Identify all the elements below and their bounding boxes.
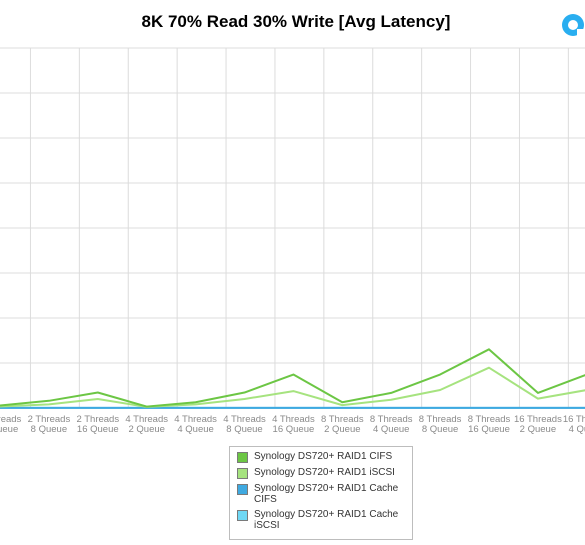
legend-label: Synology DS720+ RAID1 Cache iSCSI: [254, 509, 399, 531]
legend-item[interactable]: Synology DS720+ RAID1 Cache iSCSI: [234, 509, 408, 531]
series-lines: [0, 348, 585, 409]
legend-swatch: [237, 452, 248, 463]
x-tick-label: 8 Threads 16 Queue: [468, 414, 511, 435]
x-tick-label: 8 Threads 8 Queue: [419, 414, 462, 435]
legend: Synology DS720+ RAID1 CIFS Synology DS720…: [229, 446, 413, 540]
x-tick-label: 4 Threads 2 Queue: [125, 414, 168, 435]
x-tick-label: 16 Threads 2 Queue: [514, 414, 562, 435]
legend-swatch: [237, 510, 248, 521]
legend-label: Synology DS720+ RAID1 iSCSI: [254, 467, 395, 478]
x-tick-label: 8 Threads 2 Queue: [321, 414, 364, 435]
x-tick-label: 2 Threads 16 Queue: [76, 414, 119, 435]
logo-icon: [562, 14, 585, 37]
legend-item[interactable]: Synology DS720+ RAID1 iSCSI: [234, 467, 408, 479]
x-tick-label: 8 Threads 4 Queue: [370, 414, 413, 435]
legend-swatch: [237, 484, 248, 495]
x-tick-label: 4 Threads 4 Queue: [174, 414, 217, 435]
x-tick-label: 4 Threads 16 Queue: [272, 414, 315, 435]
gridlines: [0, 47, 585, 409]
legend-label: Synology DS720+ RAID1 Cache CIFS: [254, 483, 399, 505]
series-line: [0, 348, 585, 408]
legend-item[interactable]: Synology DS720+ RAID1 CIFS: [234, 451, 408, 463]
x-tick-label: 2 Threads 8 Queue: [28, 414, 71, 435]
series-line: [0, 366, 585, 408]
x-tick-label: 4 Threads 8 Queue: [223, 414, 266, 435]
legend-swatch: [237, 468, 248, 479]
legend-label: Synology DS720+ RAID1 CIFS: [254, 451, 393, 462]
chart-title: 8K 70% Read 30% Write [Avg Latency]: [141, 12, 451, 31]
legend-item[interactable]: Synology DS720+ RAID1 Cache CIFS: [234, 483, 408, 505]
